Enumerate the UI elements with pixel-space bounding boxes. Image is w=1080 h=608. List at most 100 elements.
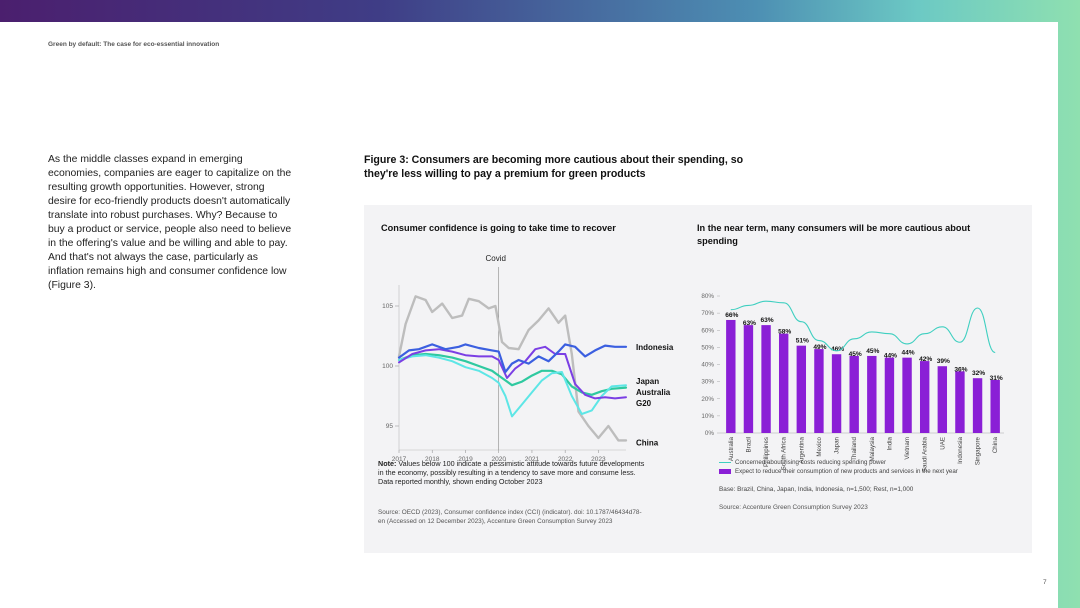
legend-line-swatch	[719, 462, 731, 463]
covid-annotation: Covid	[485, 254, 505, 263]
bar	[955, 371, 965, 433]
category-label: Argentina	[798, 436, 805, 463]
category-label: Vietnam	[904, 437, 911, 460]
legend-bar-label: Expect to reduce their consumption of ne…	[735, 468, 958, 475]
bar	[902, 357, 912, 433]
category-label: Singapore	[975, 436, 982, 465]
bar	[990, 379, 1000, 433]
page: Green by default: The case for eco-essen…	[0, 22, 1058, 608]
bar-value-label: 44%	[884, 353, 897, 360]
category-label: Australia	[728, 436, 735, 461]
right-chart-base: Base: Brazil, China, Japan, India, Indon…	[719, 486, 914, 493]
legend-line-label: Concerned about rising costs reducing sp…	[735, 459, 886, 466]
category-label: Indonesia	[957, 436, 964, 463]
x-tick-label: 2022	[558, 456, 573, 463]
page-number: 7	[1043, 579, 1047, 586]
category-label: UAE	[939, 437, 946, 450]
note-label: Note:	[378, 459, 397, 468]
bar-value-label: 44%	[901, 350, 914, 357]
category-label: South Africa	[781, 436, 788, 470]
figure-title: Figure 3: Consumers are becoming more ca…	[364, 154, 744, 180]
x-tick-label: 2020	[491, 456, 506, 463]
series-line-australia	[398, 345, 627, 400]
bar	[937, 366, 948, 433]
bar-value-label: 36%	[954, 366, 967, 373]
bar-value-label: 39%	[937, 358, 950, 365]
category-label: Brazil	[745, 437, 752, 452]
y-tick-label: 105	[382, 303, 393, 310]
x-tick-label: 2017	[392, 456, 407, 463]
bar	[972, 378, 983, 433]
left-chart-title: Consumer confidence is going to take tim…	[381, 223, 616, 233]
legend-item-bar: Expect to reduce their consumption of ne…	[719, 467, 958, 476]
bar-value-label: 63%	[743, 320, 756, 327]
category-label: Philippines	[763, 437, 770, 467]
category-label: Saudi Arabia	[922, 436, 929, 472]
bar	[726, 319, 736, 433]
bar	[814, 349, 824, 433]
category-label: Thailand	[851, 436, 858, 460]
series-label-australia: Australia	[636, 388, 671, 397]
bar-value-label: 42%	[919, 356, 932, 363]
bar	[761, 325, 771, 433]
category-label: Malaysia	[869, 436, 876, 461]
x-tick-label: 2021	[525, 456, 540, 463]
category-label: India	[886, 436, 893, 450]
y-tick-label: 100	[382, 363, 393, 370]
bar	[831, 354, 842, 433]
bar-value-label: 66%	[725, 312, 738, 319]
note-text: Values below 100 indicate a pessimistic …	[378, 459, 645, 478]
consumer-confidence-chart: 95 100 105 2017 2018 2019 2020 2021 2022 2023 Covi…	[382, 254, 674, 463]
spending-caution-chart: 0% 10% 20% 30% 40% 50% 60% 70% 80% 66% Australia 63…	[701, 293, 1004, 472]
bar-value-label: 31%	[990, 375, 1003, 382]
y-tick-label: 60%	[701, 327, 714, 334]
y-tick-label: 0%	[705, 430, 715, 437]
bar	[919, 361, 930, 433]
bar	[849, 355, 859, 433]
series-label-g20: G20	[636, 399, 652, 408]
figure-panel: Consumer confidence is going to take tim…	[364, 205, 1032, 553]
y-tick-label: 70%	[701, 310, 714, 317]
left-chart-note: Note: Values below 100 indicate a pessim…	[378, 459, 648, 487]
legend-item-line: Concerned about rising costs reducing sp…	[719, 458, 958, 467]
x-tick-label: 2018	[425, 456, 440, 463]
y-tick-label: 50%	[701, 344, 714, 351]
category-label: Mexico	[816, 436, 823, 456]
series-line-china	[397, 295, 628, 442]
legend-bar-swatch	[719, 469, 731, 474]
bar-value-label: 49%	[813, 344, 826, 351]
bar	[884, 357, 895, 433]
series-label-japan: Japan	[636, 377, 659, 386]
x-tick-label: 2019	[458, 456, 473, 463]
body-paragraph: As the middle classes expand in emerging…	[48, 154, 292, 291]
series-label-china: China	[636, 438, 659, 447]
right-chart-source: Source: Accenture Green Consumption Surv…	[719, 504, 868, 511]
bar-value-label: 45%	[849, 351, 862, 358]
category-label: China	[992, 436, 999, 453]
y-tick-label: 95	[386, 423, 394, 430]
bar	[867, 355, 877, 433]
series-line-indonesia	[397, 343, 628, 374]
right-chart-legend: Concerned about rising costs reducing sp…	[719, 458, 958, 476]
series-line-g20	[397, 352, 628, 396]
y-tick-label: 40%	[701, 362, 714, 369]
bar-value-label: 45%	[866, 348, 879, 355]
bar-value-label: 32%	[972, 370, 985, 377]
series-line-japan	[398, 354, 627, 418]
y-tick-label: 30%	[701, 379, 714, 386]
bar-value-label: 51%	[796, 338, 809, 345]
series-label-indonesia: Indonesia	[636, 343, 674, 352]
bar	[796, 345, 807, 433]
note-data-frequency: Data reported monthly, shown ending Octo…	[378, 477, 543, 487]
bar-value-label: 63%	[760, 317, 773, 324]
bar-value-label: 46%	[831, 346, 844, 353]
bar	[743, 325, 754, 433]
bar	[778, 333, 789, 433]
bar-value-label: 58%	[778, 329, 791, 336]
right-chart-title: In the near term, many consumers will be…	[697, 223, 971, 246]
x-tick-label: 2023	[591, 456, 606, 463]
left-chart-source: Source: OECD (2023), Consumer confidence…	[378, 509, 642, 525]
document-title: Green by default: The case for eco-essen…	[48, 41, 220, 48]
y-tick-label: 10%	[701, 413, 714, 420]
category-label: Japan	[834, 436, 841, 453]
